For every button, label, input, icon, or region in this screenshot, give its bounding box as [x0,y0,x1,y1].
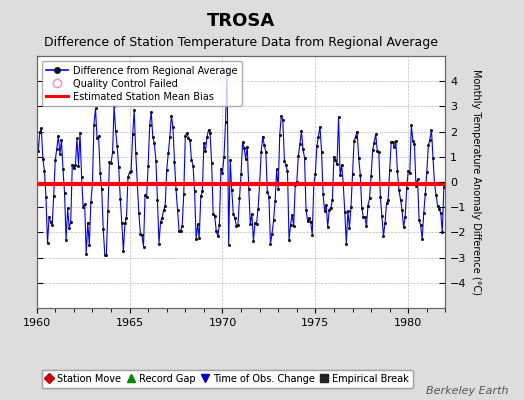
Text: Difference of Station Temperature Data from Regional Average: Difference of Station Temperature Data f… [44,36,438,49]
Text: TROSA: TROSA [207,12,275,30]
Legend: Station Move, Record Gap, Time of Obs. Change, Empirical Break: Station Move, Record Gap, Time of Obs. C… [41,370,413,388]
Y-axis label: Monthly Temperature Anomaly Difference (°C): Monthly Temperature Anomaly Difference (… [471,69,481,295]
Text: Berkeley Earth: Berkeley Earth [426,386,508,396]
